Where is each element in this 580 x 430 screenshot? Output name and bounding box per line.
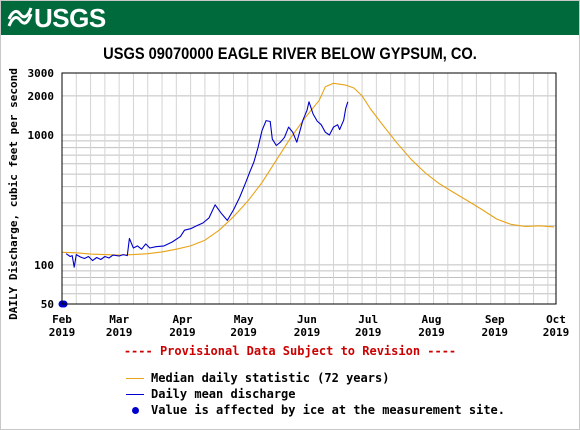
svg-text:2019: 2019 xyxy=(49,326,76,339)
svg-text:Aug: Aug xyxy=(422,313,442,326)
legend-item-median: Median daily statistic (72 years) xyxy=(126,370,505,386)
svg-text:Sep: Sep xyxy=(485,313,505,326)
series-lines xyxy=(61,82,555,268)
legend-item-discharge: Daily mean discharge xyxy=(126,386,505,402)
y-tick-label: 3000 xyxy=(28,67,55,80)
svg-text:2019: 2019 xyxy=(418,326,445,339)
usgs-logo-text: USGS xyxy=(34,3,106,33)
y-tick-label: 1000 xyxy=(28,129,55,142)
legend-swatch-median xyxy=(126,377,144,379)
legend-label-discharge: Daily mean discharge xyxy=(151,387,296,401)
svg-text:May: May xyxy=(234,313,254,326)
svg-text:2019: 2019 xyxy=(482,326,509,339)
usgs-wave-icon xyxy=(7,7,33,27)
x-tick-labels: Feb2019Mar2019Apr2019May2019Jun2019Jul20… xyxy=(49,313,570,339)
svg-text:2019: 2019 xyxy=(106,326,133,339)
usgs-banner: USGS xyxy=(1,1,579,35)
provisional-notice: ---- Provisional Data Subject to Revisio… xyxy=(123,344,457,358)
svg-text:Apr: Apr xyxy=(173,313,193,326)
plot-area xyxy=(61,72,557,305)
svg-text:Mar: Mar xyxy=(109,313,129,326)
y-tick-label: 2000 xyxy=(28,90,55,103)
y-tick-labels: 50 100 1000 2000 3000 xyxy=(28,67,55,311)
svg-text:2019: 2019 xyxy=(543,326,570,339)
chart-title: USGS 09070000 EAGLE RIVER BELOW GYPSUM, … xyxy=(103,44,477,63)
legend-swatch-discharge xyxy=(126,393,144,395)
svg-text:2019: 2019 xyxy=(169,326,196,339)
svg-text:Jun: Jun xyxy=(297,313,317,326)
svg-text:2019: 2019 xyxy=(230,326,257,339)
svg-text:2019: 2019 xyxy=(355,326,382,339)
svg-text:Feb: Feb xyxy=(52,313,72,326)
svg-text:2019: 2019 xyxy=(294,326,321,339)
legend-item-ice: Value is affected by ice at the measurem… xyxy=(126,402,505,418)
legend-label-median: Median daily statistic (72 years) xyxy=(151,371,390,385)
discharge-series-line xyxy=(65,101,349,268)
svg-text:Jul: Jul xyxy=(358,313,378,326)
y-tick-label: 50 xyxy=(41,298,54,311)
median-series-line xyxy=(61,82,555,256)
grid-lines xyxy=(61,72,556,305)
y-tick-label: 100 xyxy=(34,259,54,272)
svg-text:Oct: Oct xyxy=(546,313,566,326)
legend: Median daily statistic (72 years) Daily … xyxy=(126,370,505,418)
usgs-logo[interactable]: USGS xyxy=(7,3,106,33)
y-axis-label: DAILY Discharge, cubic feet per second xyxy=(7,68,20,320)
legend-swatch-ice xyxy=(132,406,139,414)
legend-label-ice: Value is affected by ice at the measurem… xyxy=(151,403,506,417)
